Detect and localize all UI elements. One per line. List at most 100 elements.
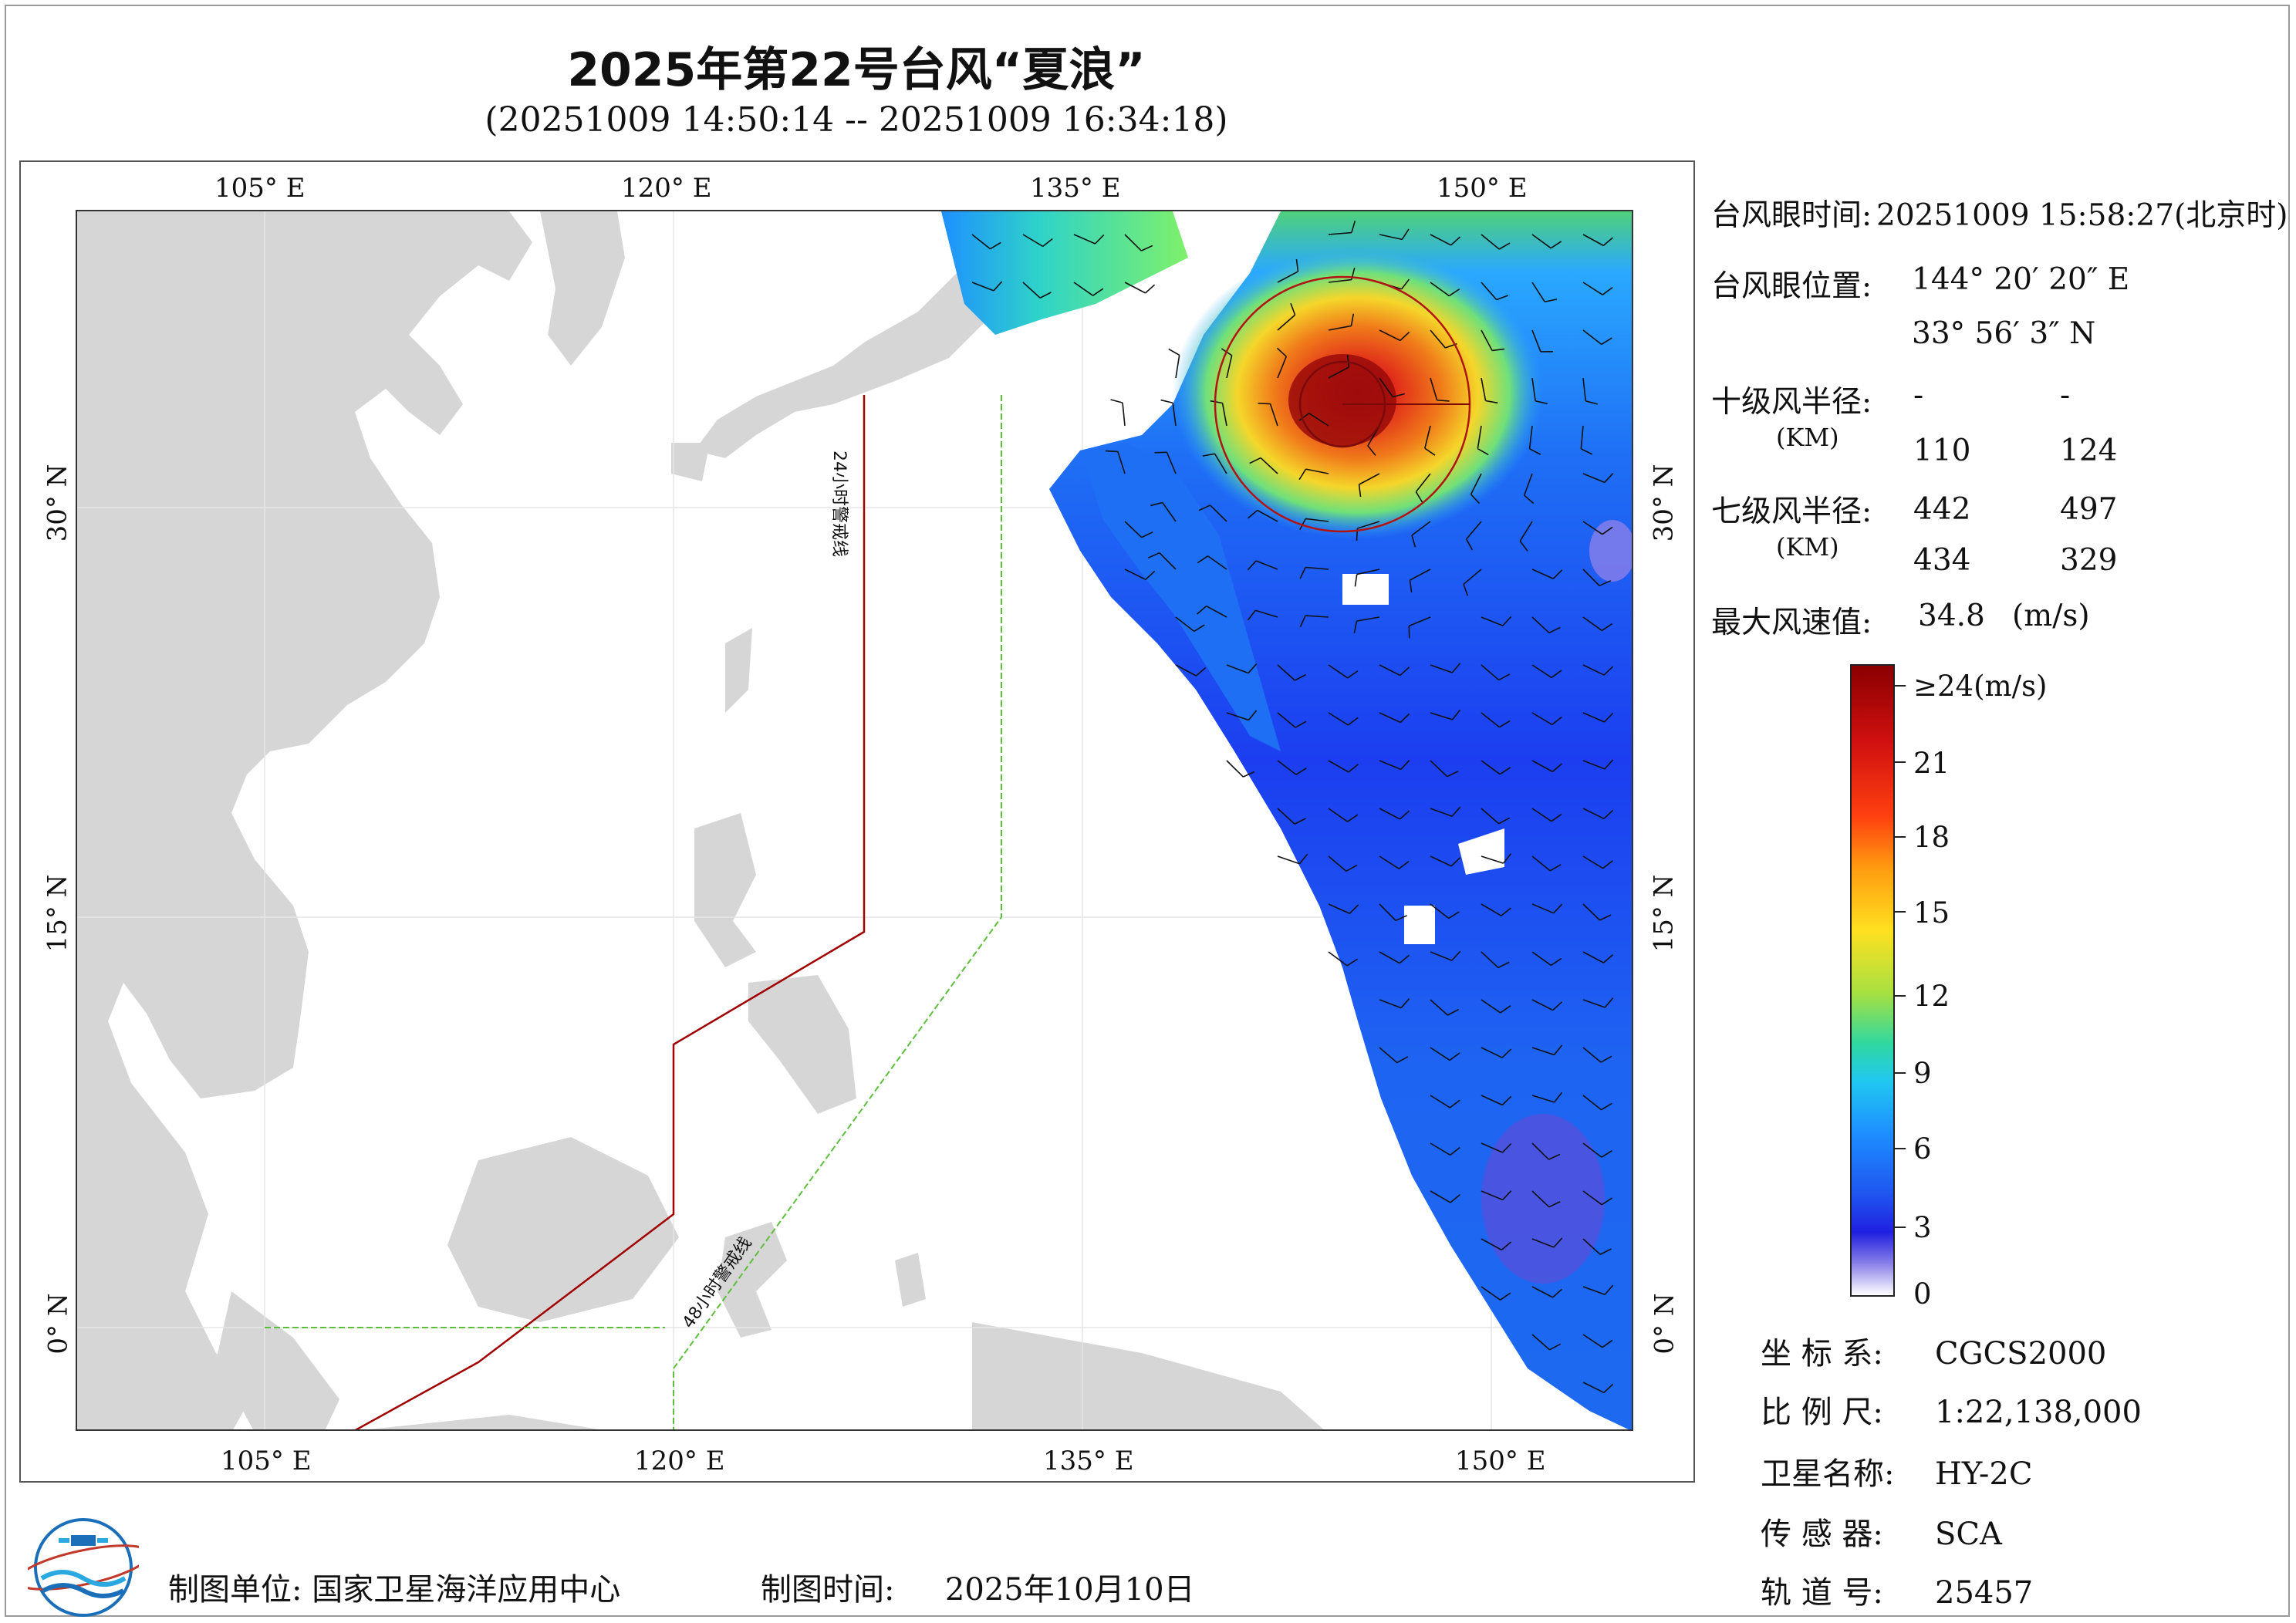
wind-barb-shaft bbox=[1328, 278, 1352, 283]
footer: 制图单位: 国家卫星海洋应用中心 bbox=[168, 1564, 620, 1609]
wind-barb-shaft bbox=[1531, 329, 1541, 353]
wind-barb-flag bbox=[1550, 241, 1562, 249]
wind-barb-flag bbox=[1198, 504, 1210, 511]
wind-barb-flag bbox=[1247, 560, 1257, 571]
wind-barb-shaft bbox=[1328, 325, 1352, 331]
warning-line-24h bbox=[354, 395, 866, 1429]
wind-barb-shaft bbox=[1582, 521, 1603, 535]
wind-barb-flag bbox=[1424, 447, 1436, 456]
wind-barb-shaft bbox=[1481, 664, 1500, 681]
wind-barb-shaft bbox=[1430, 1047, 1450, 1061]
map-canvas bbox=[77, 211, 1632, 1429]
wind-barb-flag bbox=[1603, 809, 1614, 819]
wind-barb-shaft bbox=[1430, 999, 1448, 1016]
data-gap bbox=[1404, 906, 1435, 944]
wind-barb-shaft bbox=[1430, 282, 1450, 297]
wind-barb-shaft bbox=[1531, 999, 1554, 1011]
wind-barb-flag bbox=[1400, 666, 1410, 677]
wind-barb-shaft bbox=[1411, 521, 1431, 536]
wind-barb-flag bbox=[1247, 609, 1256, 621]
wind-barb-flag bbox=[1400, 998, 1410, 1009]
crs-label: 坐 标 系: bbox=[1761, 1336, 1883, 1372]
r7-value-ne: 442 bbox=[1913, 492, 1971, 527]
wind-barb-flag bbox=[1552, 1288, 1563, 1298]
max-wind-unit: (m/s) bbox=[2012, 599, 2090, 633]
wind-barb-shaft bbox=[1408, 616, 1431, 627]
colorbar-tick-12 bbox=[1895, 995, 1906, 997]
colorbar-tick-9 bbox=[1895, 1072, 1906, 1074]
wind-barb-flag bbox=[1604, 997, 1614, 1008]
map-outer-frame bbox=[19, 160, 1695, 1483]
wind-barb-flag bbox=[993, 281, 1003, 292]
wind-barb-shaft bbox=[1531, 760, 1553, 773]
land-kyushu bbox=[671, 443, 710, 481]
wind-barb-flag bbox=[1295, 768, 1307, 775]
wind-barb-flag bbox=[1349, 904, 1359, 914]
wind-barb-shaft bbox=[1531, 855, 1551, 872]
wind-barb-shaft bbox=[1430, 1142, 1451, 1156]
lat-label-left-15: 15° N bbox=[42, 874, 73, 953]
wind-barb-shaft bbox=[1305, 518, 1329, 522]
footer-unit-value: 国家卫星海洋应用中心 bbox=[312, 1572, 621, 1608]
wind-barb-shaft bbox=[1430, 329, 1446, 349]
wind-barb-shaft bbox=[1481, 377, 1487, 401]
wind-barb-shaft bbox=[1582, 999, 1606, 1008]
wind-barb-flag bbox=[1451, 950, 1461, 961]
colorbar-label-9: 9 bbox=[1913, 1057, 1932, 1090]
wind-barb-flag bbox=[1535, 400, 1548, 405]
wind-barb-shaft bbox=[1379, 377, 1393, 397]
wind-barb-flag bbox=[1168, 348, 1180, 356]
wind-barb-shaft bbox=[1159, 552, 1177, 570]
colorbar-tick-18 bbox=[1895, 836, 1906, 838]
wind-barb-flag bbox=[1242, 771, 1255, 778]
wind-barb-shaft bbox=[1481, 1047, 1503, 1058]
wind-barb-flag bbox=[1524, 494, 1535, 504]
wind-barb-shaft bbox=[1277, 271, 1298, 283]
wind-barb-flag bbox=[1602, 860, 1613, 869]
lat-label-right-30: 30° N bbox=[1648, 464, 1680, 542]
r10-label: 十级风半径: bbox=[1711, 385, 1872, 420]
wind-barb-shaft bbox=[1226, 355, 1233, 379]
wind-barb-flag bbox=[1393, 393, 1406, 398]
wind-barb-flag bbox=[1599, 914, 1612, 921]
wind-barb-flag bbox=[1353, 620, 1358, 634]
wind-barb-shaft bbox=[1277, 712, 1296, 728]
wind-barb-flag bbox=[1604, 1284, 1614, 1295]
colorbar-label-24: ≥24(m/s) bbox=[1913, 670, 2048, 703]
wind-barb-flag bbox=[1415, 491, 1423, 503]
wind-barb-flag bbox=[1346, 864, 1358, 872]
wind-barb-shaft bbox=[1523, 473, 1533, 496]
wind-barb-shaft bbox=[1531, 903, 1554, 914]
colorbar-label-3: 3 bbox=[1913, 1211, 1932, 1244]
r10-value-nw: 124 bbox=[2060, 434, 2118, 468]
wind-barb-flag bbox=[1498, 242, 1511, 250]
wind-barb-shaft bbox=[1379, 951, 1400, 964]
land-luzon bbox=[694, 813, 756, 967]
land-sulawesi bbox=[718, 1222, 787, 1338]
wind-barb-shaft bbox=[1531, 1095, 1555, 1103]
wind-barb-shaft bbox=[1481, 808, 1500, 825]
map-area[interactable]: 24小时警戒线 48小时警戒线 bbox=[76, 210, 1633, 1431]
wind-barb-flag bbox=[1110, 399, 1123, 403]
scale-value: 1:22,138,000 bbox=[1935, 1395, 2142, 1430]
colorbar-label-0: 0 bbox=[1913, 1277, 1932, 1311]
wind-barb-shaft bbox=[1582, 377, 1587, 401]
wind-barb-shaft bbox=[1430, 1095, 1450, 1108]
wind-barb-shaft bbox=[1277, 314, 1296, 331]
wind-barb-flag bbox=[1042, 238, 1053, 248]
wind-barb-flag bbox=[1501, 1095, 1512, 1106]
wind-barb-shaft bbox=[1357, 521, 1380, 529]
colorbar-label-6: 6 bbox=[1913, 1132, 1932, 1166]
wind-barb-shaft bbox=[1430, 808, 1453, 818]
wind-barb-flag bbox=[1477, 447, 1489, 456]
footer-date: 制图时间: 2025年10月10日 bbox=[761, 1564, 1195, 1609]
wind-barb-flag bbox=[1550, 957, 1562, 967]
wind-barb-flag bbox=[1585, 400, 1598, 405]
wind-barb-flag bbox=[1299, 567, 1306, 579]
wind-barb-shaft bbox=[1122, 403, 1126, 427]
wind-barb-shaft bbox=[1073, 282, 1094, 296]
colorbar-label-12: 12 bbox=[1913, 980, 1950, 1013]
wind-barb-flag bbox=[1551, 716, 1562, 726]
wind-barb-flag bbox=[1449, 1052, 1460, 1061]
wind-barb-shaft bbox=[1477, 425, 1482, 449]
